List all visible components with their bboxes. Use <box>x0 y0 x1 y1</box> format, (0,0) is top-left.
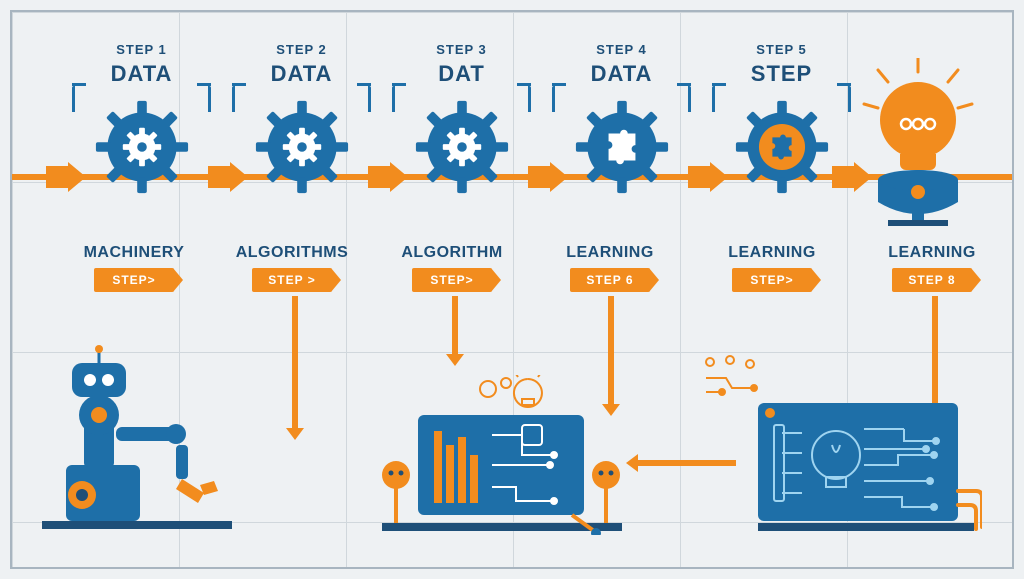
down-arrow-2 <box>452 296 458 356</box>
badge-6: STEP 8 <box>892 268 972 292</box>
processing-machine-icon <box>372 375 632 535</box>
step-4: STEP 4 DATA <box>544 42 699 195</box>
h-arrow-left <box>636 460 736 466</box>
down-arrow-1 <box>292 296 298 430</box>
ai-chip-icon <box>752 395 982 535</box>
badge-1: STEP> <box>94 268 174 292</box>
sub-label-2: ALGORITHMS <box>212 244 372 262</box>
step-3: STEP 3 DAT <box>384 42 539 195</box>
badge-2: STEP > <box>252 268 332 292</box>
step-4-label: STEP 4 <box>544 42 699 57</box>
step-1-label: STEP 1 <box>64 42 219 57</box>
sub-label-6: LEARNING <box>852 244 1012 262</box>
step-1: STEP 1 DATA <box>64 42 219 195</box>
gear-icon <box>94 99 190 195</box>
gear-icon <box>414 99 510 195</box>
step-2: STEP 2 DATA <box>224 42 379 195</box>
step-5-title: STEP <box>751 61 812 87</box>
badge-5: STEP> <box>732 268 812 292</box>
sub-label-4: LEARNING <box>530 244 690 262</box>
step-1-title: DATA <box>111 61 173 87</box>
sub-label-1: MACHINERY <box>54 244 214 262</box>
step-2-label: STEP 2 <box>224 42 379 57</box>
sub-label-5: LEARNING <box>692 244 852 262</box>
puzzle-icon <box>608 130 635 165</box>
lightbulb-icon <box>858 58 978 228</box>
badge-3: STEP> <box>412 268 492 292</box>
down-arrow-4 <box>932 296 938 406</box>
puzzle-icon <box>772 135 791 160</box>
step-5-label: STEP 5 <box>704 42 859 57</box>
gear-icon <box>574 99 670 195</box>
step-3-title: DAT <box>438 61 485 87</box>
sub-label-3: ALGORITHM <box>372 244 532 262</box>
gear-icon <box>734 99 830 195</box>
step-2-title: DATA <box>271 61 333 87</box>
robot-icon <box>32 345 242 535</box>
step-4-title: DATA <box>591 61 653 87</box>
infographic-frame: STEP 1 DATA STEP 2 DATA STEP 3 DAT STEP … <box>10 10 1014 569</box>
step-5: STEP 5 STEP <box>704 42 859 195</box>
badge-4: STEP 6 <box>570 268 650 292</box>
gear-icon <box>254 99 350 195</box>
step-3-label: STEP 3 <box>384 42 539 57</box>
